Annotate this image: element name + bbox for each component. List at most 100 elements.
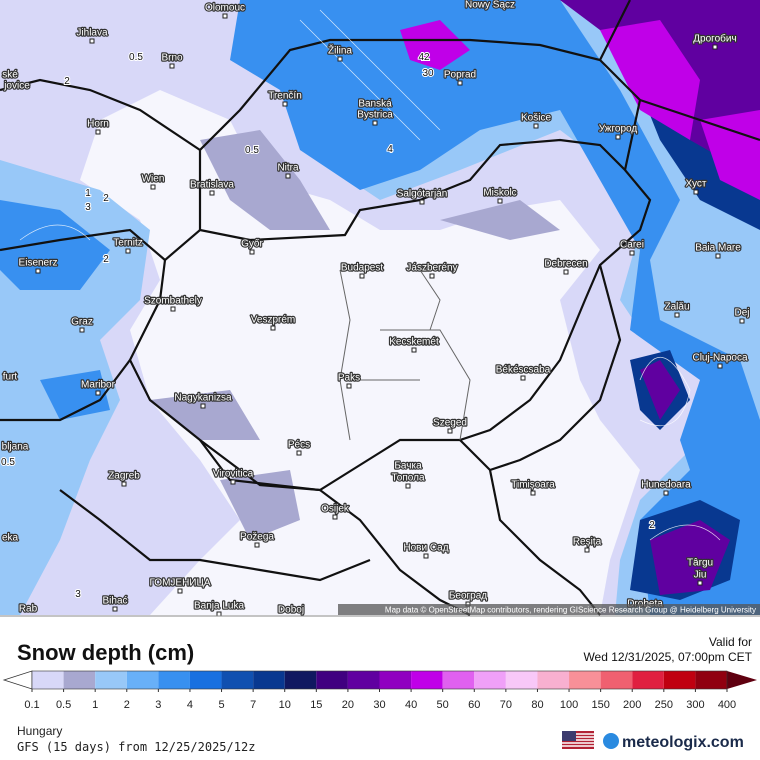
city-marker — [629, 250, 635, 256]
colorbar-segment — [569, 671, 601, 689]
contour-label: 3 — [85, 202, 91, 213]
city-label: Bratislava — [190, 180, 234, 191]
snow-region — [320, 0, 760, 595]
isolines — [19, 9, 721, 541]
city-marker — [200, 403, 206, 409]
city-label: Dej — [734, 308, 749, 319]
city-label: Carei — [620, 240, 644, 251]
city-label: Požega — [240, 532, 274, 543]
colorbar-segment — [32, 671, 64, 689]
colorbar-segment — [253, 671, 285, 689]
colorbar-segment — [379, 671, 412, 689]
city-label: Osijek — [321, 504, 350, 515]
colorbar-tick-label: 0.1 — [24, 699, 39, 711]
contour-label: 2 — [64, 76, 70, 87]
city-marker — [457, 80, 463, 86]
city-marker — [697, 580, 703, 586]
colorbar-segment — [284, 671, 317, 689]
colorbar-tick-label: 10 — [279, 699, 291, 711]
city-marker — [222, 13, 228, 19]
city-label: Nitra — [277, 163, 299, 174]
colorbar-segment — [695, 671, 727, 689]
colorbar-tick-label: 150 — [591, 699, 609, 711]
city-marker — [419, 199, 425, 205]
city-marker — [520, 375, 526, 381]
city-marker — [497, 198, 503, 204]
colorbar-segment — [663, 671, 696, 689]
colorbar-segment — [505, 671, 538, 689]
city-marker — [95, 129, 101, 135]
colorbar-segment — [95, 671, 127, 689]
colorbar-tick-label: 40 — [405, 699, 417, 711]
city-marker — [739, 318, 745, 324]
contour-label: 0.5 — [245, 145, 259, 156]
city-label: ské — [2, 70, 18, 81]
legend-title: Snow depth (cm) — [17, 640, 194, 665]
city-marker — [270, 325, 276, 331]
colorbar-tick-label: 100 — [560, 699, 578, 711]
city-label: Bystrica — [357, 110, 393, 121]
snow-region — [400, 20, 760, 200]
colorbar-tick-label: 400 — [718, 699, 736, 711]
colorbar-tick-label: 7 — [250, 699, 256, 711]
colorbar-tick-label: 2 — [124, 699, 130, 711]
city-marker — [674, 312, 680, 318]
city-marker — [296, 450, 302, 456]
flag — [562, 731, 594, 749]
city-label: Bihać — [102, 596, 127, 607]
city-label: Eisenerz — [19, 258, 58, 269]
city-marker — [530, 490, 536, 496]
city-label: Rab — [19, 604, 38, 615]
region: Hungary — [17, 724, 62, 738]
city-marker — [693, 189, 699, 195]
city-label: Szombathely — [144, 296, 202, 307]
city-marker — [125, 248, 131, 254]
colorbar-tick-label: 1 — [92, 699, 98, 711]
colorbar-tick-label: 80 — [531, 699, 543, 711]
contour-label: 0.5 — [129, 52, 143, 63]
city-label: Miskolc — [483, 188, 516, 199]
city-label: Београд — [449, 591, 487, 602]
city-label: Banja Luka — [194, 601, 244, 612]
colorbar-tick-label: 4 — [187, 699, 193, 711]
city-label: Békéscsaba — [496, 365, 551, 376]
brand[interactable]: meteologix.com — [622, 734, 744, 751]
city-label: Salgótarján — [397, 189, 448, 200]
model-run: GFS (15 days) from 12/25/2025/12z — [17, 740, 255, 754]
city-label: Ужгород — [599, 124, 638, 135]
city-label: Veszprém — [251, 315, 295, 326]
city-label: Paks — [338, 373, 360, 384]
city-marker — [216, 611, 222, 617]
city-marker — [121, 481, 127, 487]
colorbar-tick-label: 5 — [218, 699, 224, 711]
city-marker — [712, 44, 718, 50]
city-marker — [447, 428, 453, 434]
logo — [603, 733, 619, 749]
city-marker — [89, 38, 95, 44]
contour-label: 2 — [103, 254, 109, 265]
colorbar-segment — [632, 671, 664, 689]
city-label: Žilina — [328, 44, 352, 57]
colorbar-segment — [221, 671, 254, 689]
contour-label: 0.5 — [1, 457, 15, 468]
city-label: Reșița — [573, 537, 602, 548]
city-marker — [346, 383, 352, 389]
colorbar-tick-label: 3 — [155, 699, 161, 711]
snow-region — [0, 0, 760, 615]
colorbar-segment — [474, 671, 506, 689]
city-label: Budapest — [341, 263, 383, 274]
city-marker — [372, 120, 378, 126]
colorbar-segment — [600, 671, 633, 689]
city-label: Wien — [142, 174, 165, 185]
colorbar-arrow-high — [727, 671, 757, 689]
city-marker — [359, 273, 365, 279]
city-marker — [150, 184, 156, 190]
city-label: Хуст — [686, 179, 707, 190]
colorbar: 0.1 0.5 1 2 3 4 5 7 10 15 20 30 40 50 60 70 80 100 150 200 2… — [2, 670, 757, 711]
snow-region — [150, 130, 560, 540]
contour-label: 3 — [75, 589, 81, 600]
city-label: Târgu — [687, 558, 713, 569]
city-label: Pécs — [288, 440, 310, 451]
city-label: Топола — [391, 473, 424, 484]
